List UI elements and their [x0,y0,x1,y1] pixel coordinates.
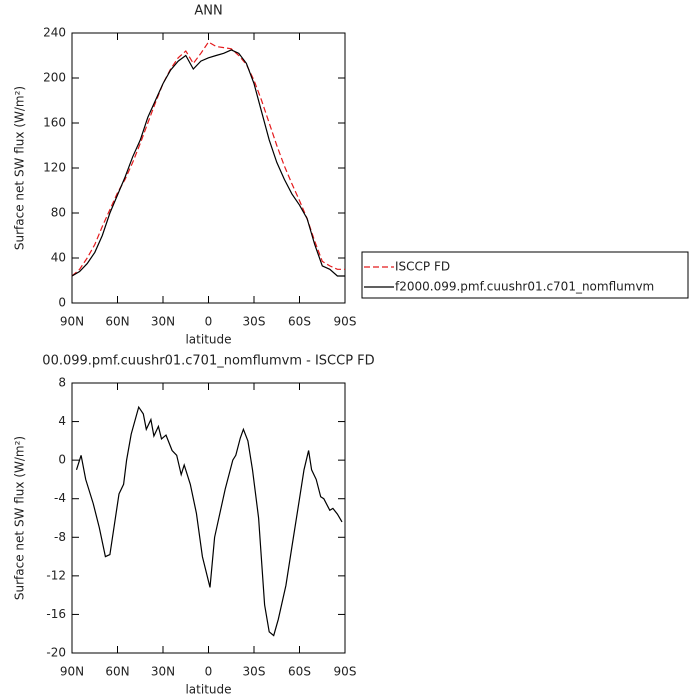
plot-frame [71,382,346,654]
legend-label: ISCCP FD [395,260,450,274]
x-axis-label: latitude [185,333,231,347]
legend-box [361,251,689,299]
data-line [71,49,345,277]
y-tick-label: -16 [46,607,66,621]
y-tick-label: 160 [43,116,66,130]
y-tick-label: 80 [51,206,66,220]
x-tick-label: 90S [334,315,357,329]
x-tick-label: 60S [288,665,311,679]
y-tick-label: 200 [43,71,66,85]
y-axis-label: Surface net SW flux (W/m²) [13,436,27,600]
x-tick-label: 30N [151,315,175,329]
x-tick-label: 30N [151,665,175,679]
y-tick-label: 0 [58,296,66,310]
y-axis-label: Surface net SW flux (W/m²) [13,86,27,250]
chart-title: 00.099.pmf.cuushr01.c701_nomflumvm - ISC… [42,354,374,369]
data-line [71,41,345,277]
x-tick-label: 90N [60,315,84,329]
x-tick-label: 60N [105,665,129,679]
y-tick-label: 240 [43,26,66,40]
y-tick-label: 40 [51,251,66,265]
x-tick-label: 0 [205,315,213,329]
x-axis-label: latitude [185,683,231,697]
y-tick-label: 4 [58,414,66,428]
y-tick-label: 0 [58,453,66,467]
x-tick-label: 90N [60,665,84,679]
data-line [75,405,343,637]
y-tick-label: 120 [43,161,66,175]
chart-title: ANN [194,4,222,19]
legend-label: f2000.099.pmf.cuushr01.c701_nomflumvm [395,280,654,294]
y-tick-label: -8 [54,530,66,544]
plot-frame [71,32,346,304]
x-tick-label: 30S [243,315,266,329]
x-tick-label: 60S [288,315,311,329]
x-tick-label: 60N [105,315,129,329]
y-tick-label: 8 [58,376,66,390]
legend: ISCCP FD f2000.099.pmf.cuushr01.c701_nomf… [361,251,689,299]
x-tick-label: 90S [334,665,357,679]
y-tick-label: -20 [46,646,66,660]
x-tick-label: 30S [243,665,266,679]
y-tick-label: -4 [54,491,66,505]
x-tick-label: 0 [205,665,213,679]
y-tick-label: -12 [46,568,66,582]
